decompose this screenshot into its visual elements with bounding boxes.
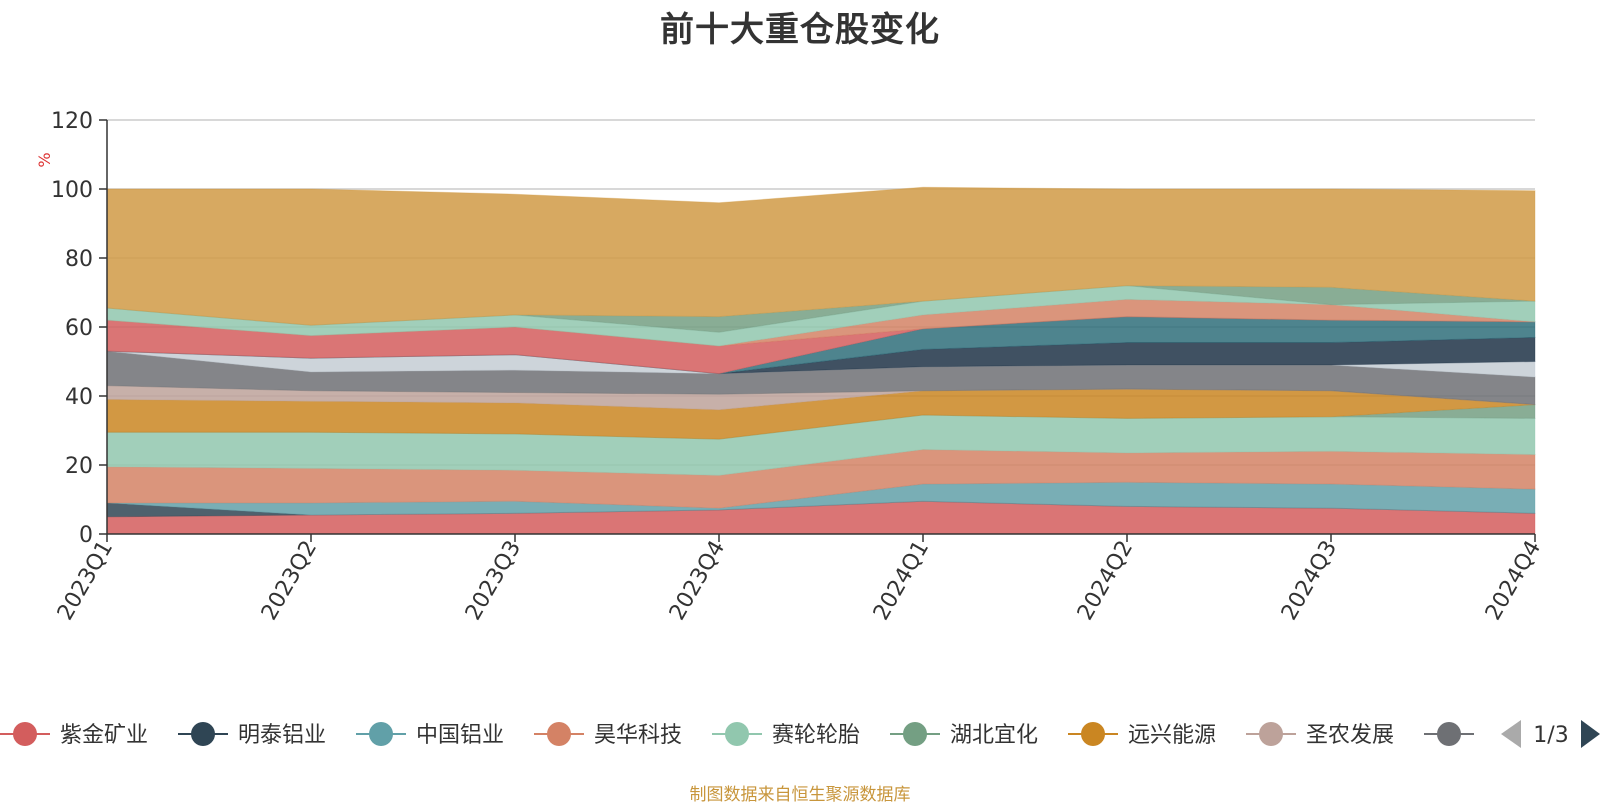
y-tick-label-20: 20 [65, 454, 93, 479]
area-series-1[interactable] [106, 500, 1536, 518]
legend-label-2: 中国铝业 [416, 723, 504, 748]
legend-prev-icon[interactable] [1501, 720, 1521, 748]
area-series-6[interactable] [106, 388, 1536, 440]
x-tick-label-2024Q4: 2024Q4 [1481, 537, 1546, 625]
legend-item-7[interactable]: 圣农发展 [1246, 722, 1394, 748]
legend-page-indicator: 1/3 [1533, 723, 1568, 748]
x-tick-label-2023Q3: 2023Q3 [461, 537, 526, 625]
x-tick-label-2023Q1: 2023Q1 [53, 537, 118, 625]
x-tick-label-2023Q2: 2023Q2 [257, 537, 322, 625]
area-series-16[interactable] [106, 186, 1536, 326]
legend-label-0: 紫金矿业 [60, 723, 148, 748]
legend-marker-6 [1081, 722, 1105, 746]
legend-item-0[interactable]: 紫金矿业 [0, 722, 148, 748]
y-tick-label-60: 60 [65, 316, 93, 341]
legend-marker-5 [903, 722, 927, 746]
legend-item-8[interactable]: 其他一 [1424, 722, 1550, 748]
legend-item-1[interactable]: 明泰铝业 [178, 722, 326, 748]
legend-label-5: 湖北宜化 [950, 723, 1038, 748]
source-note: 制图数据来自恒生聚源数据库 [689, 785, 911, 805]
legend-label-1: 明泰铝业 [238, 723, 326, 748]
legend-marker-3 [547, 722, 571, 746]
legend-marker-4 [725, 722, 749, 746]
legend-label-6: 远兴能源 [1128, 723, 1216, 748]
legend-marker-1 [191, 722, 215, 746]
y-tick-label-40: 40 [65, 385, 93, 410]
legend-marker-8 [1437, 722, 1461, 746]
x-tick-label-2024Q2: 2024Q2 [1073, 537, 1138, 625]
legend-item-2[interactable]: 中国铝业 [356, 722, 504, 748]
legend-marker-2 [369, 722, 393, 746]
legend-item-5[interactable]: 湖北宜化 [890, 722, 1038, 748]
legend-label-4: 赛轮轮胎 [772, 723, 860, 748]
y-tick-label-120: 120 [51, 109, 93, 134]
legend-item-3[interactable]: 昊华科技 [534, 722, 682, 748]
legend-label-7: 圣农发展 [1306, 723, 1394, 748]
y-tick-label-0: 0 [79, 523, 93, 548]
y-tick-label-80: 80 [65, 247, 93, 272]
x-tick-label-2024Q1: 2024Q1 [869, 537, 934, 625]
chart-title: 前十大重仓股变化 [660, 10, 940, 50]
legend-marker-0 [13, 722, 37, 746]
area-series [106, 186, 1536, 535]
legend-item-6[interactable]: 远兴能源 [1068, 722, 1216, 748]
x-tick-label-2023Q4: 2023Q4 [665, 537, 730, 625]
y-axis-unit-label: % [35, 152, 54, 167]
legend-label-3: 昊华科技 [594, 723, 682, 748]
legend-item-4[interactable]: 赛轮轮胎 [712, 722, 860, 748]
legend-next-icon[interactable] [1581, 720, 1600, 748]
legend-marker-7 [1259, 722, 1283, 746]
x-tick-label-2024Q3: 2024Q3 [1277, 537, 1342, 625]
legend[interactable]: 紫金矿业 明泰铝业 中国铝业 昊华科技 赛轮轮胎 湖北宜化 远兴能源 圣农发展 其他一1/3 [0, 720, 1600, 748]
y-tick-label-100: 100 [51, 178, 93, 203]
